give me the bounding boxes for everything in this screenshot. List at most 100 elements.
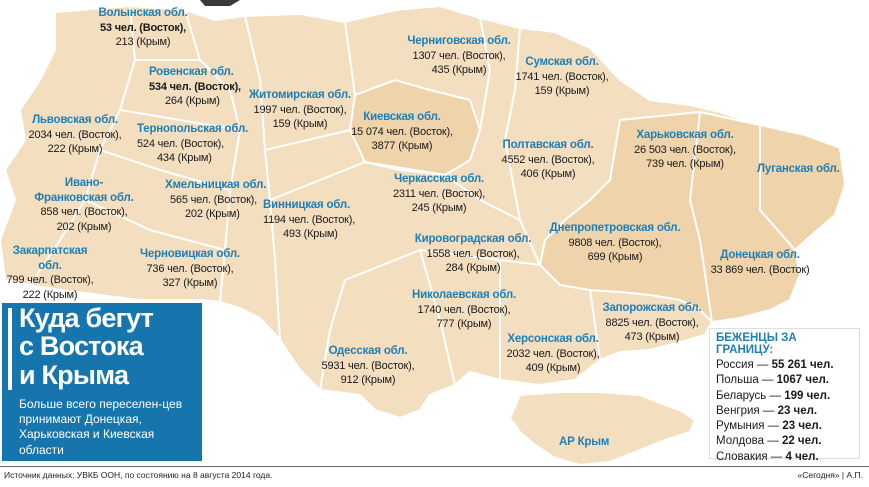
region-east-count: 1741 чел. (Восток), bbox=[515, 70, 609, 83]
region-east-count: 4552 чел. (Восток), bbox=[501, 153, 595, 166]
region-rivne: Ровенская обл. 534 чел. (Восток), 264 (К… bbox=[149, 65, 259, 108]
refugees-title: БЕЖЕНЦЫ ЗА ГРАНИЦУ: bbox=[716, 332, 797, 356]
region-chernivtsi: Черновицкая обл. 736 чел. (Восток), 327 … bbox=[135, 247, 245, 290]
region-name: Полтавская обл. bbox=[502, 139, 594, 151]
country: Беларусь — bbox=[716, 389, 785, 402]
title-accent-bar bbox=[8, 308, 12, 390]
region-name: Ивано- Франковская обл. bbox=[34, 177, 134, 204]
region-ternopil: Тернопольская обл. 524 чел. (Восток), 43… bbox=[137, 122, 257, 165]
region-east-count: 8825 чел. (Восток), bbox=[605, 316, 699, 329]
region-crimea-count: 213 (Крым) bbox=[115, 35, 171, 48]
top-edge-mark bbox=[200, 0, 240, 6]
region-crimea-count: 473 (Крым) bbox=[624, 330, 680, 343]
region-name: Хмельницкая обл. bbox=[165, 179, 267, 191]
region-dnipropetrovsk: Днепропетровская обл. 9808 чел. (Восток)… bbox=[545, 221, 685, 264]
region-crimea: АР Крым bbox=[559, 435, 639, 450]
region-kherson: Херсонская обл. 2032 чел. (Восток), 409 … bbox=[497, 332, 609, 375]
region-crimea-count: 435 (Крым) bbox=[431, 63, 487, 76]
region-zaporizhzhia: Запорожская обл. 8825 чел. (Восток), 473… bbox=[596, 301, 708, 344]
region-crimea-count: 284 (Крым) bbox=[445, 261, 501, 274]
region-name: Херсонская обл. bbox=[507, 333, 599, 345]
region-name: Волынская обл. bbox=[98, 7, 188, 19]
region-sumy: Сумская обл. 1741 чел. (Восток), 159 (Кр… bbox=[512, 55, 612, 98]
region-chernihiv: Черниговская обл. 1307 чел. (Восток), 43… bbox=[404, 34, 514, 77]
region-name: Одесская обл. bbox=[328, 345, 408, 357]
region-east-count: 1997 чел. (Восток), bbox=[253, 103, 347, 116]
credit-note: «Сегодня» | А.П. bbox=[797, 470, 863, 480]
source-note: Источник данных: УВКБ ООН, по состоянию … bbox=[4, 470, 273, 480]
region-donetsk: Донецкая обл. 33 869 чел. (Восток) bbox=[700, 248, 820, 277]
region-name: Николаевская обл. bbox=[412, 289, 516, 301]
count: 199 чел. bbox=[784, 389, 831, 402]
region-crimea-count: 699 (Крым) bbox=[587, 250, 643, 263]
region-crimea-count: 222 (Крым) bbox=[47, 142, 103, 155]
region-crimea-count: 327 (Крым) bbox=[162, 276, 218, 289]
headline: Куда бегут с Востока и Крыма bbox=[19, 303, 154, 390]
footer-divider bbox=[0, 466, 869, 467]
region-name: Кировоградская обл. bbox=[414, 233, 532, 245]
region-lviv: Львовская обл. 2034 чел. (Восток), 222 (… bbox=[20, 113, 130, 156]
region-kirovohrad: Кировоградская обл. 1558 чел. (Восток), … bbox=[408, 232, 538, 275]
region-volyn: Волынская обл. 53 чел. (Восток), 213 (Кр… bbox=[88, 6, 198, 49]
region-east-count: 1194 чел. (Восток), bbox=[263, 213, 356, 226]
region-crimea-count: 434 (Крым) bbox=[157, 151, 212, 164]
region-east-count: 2032 чел. (Восток), bbox=[506, 347, 600, 360]
region-name: Львовская обл. bbox=[32, 114, 118, 126]
region-name: Луганская обл. bbox=[757, 163, 840, 175]
region-name: Черновицкая обл. bbox=[140, 248, 240, 260]
region-east-count: 1558 чел. (Восток), bbox=[426, 247, 520, 260]
region-ivano-frankivsk: Ивано- Франковская обл. 858 чел. (Восток… bbox=[28, 176, 140, 234]
region-east-count: 26 503 чел. (Восток), bbox=[634, 143, 736, 156]
region-name: Винницкая обл. bbox=[263, 199, 351, 211]
region-name: Запорожская обл. bbox=[602, 302, 702, 314]
region-crimea-count: 222 (Крым) bbox=[22, 288, 78, 301]
region-crimea-count: 409 (Крым) bbox=[525, 361, 581, 374]
country: Словакия — bbox=[716, 450, 786, 463]
count: 23 чел. bbox=[777, 404, 818, 417]
refugee-row: Беларусь — 199 чел. bbox=[716, 389, 853, 404]
region-crimea-count: 493 (Крым) bbox=[283, 227, 338, 240]
region-crimea-count: 264 (Крым) bbox=[165, 94, 220, 107]
country: Румыния — bbox=[716, 420, 783, 433]
refugee-row: Словакия — 4 чел. bbox=[716, 450, 853, 465]
region-crimea-count: 3877 (Крым) bbox=[371, 139, 433, 152]
region-east-count: 565 чел. (Восток), bbox=[170, 193, 258, 206]
region-poltava: Полтавская обл. 4552 чел. (Восток), 406 … bbox=[493, 138, 603, 181]
region-east-count: 1740 чел. (Восток), bbox=[417, 303, 511, 316]
count: 23 чел. bbox=[782, 420, 822, 433]
country: Венгрия — bbox=[716, 404, 778, 417]
region-name: АР Крым bbox=[559, 436, 610, 448]
region-name: Донецкая обл. bbox=[720, 249, 800, 261]
region-odesa: Одесская обл. 5931 чел. (Восток), 912 (К… bbox=[312, 344, 424, 387]
country: Молдова — bbox=[716, 435, 782, 448]
region-luhansk: Луганская обл. bbox=[757, 162, 857, 177]
region-east-count: 9808 чел. (Восток), bbox=[568, 236, 662, 249]
region-east-count: 799 чел. (Восток), bbox=[6, 274, 94, 287]
region-zakarpattia: Закарпатская обл. 799 чел. (Восток), 222… bbox=[0, 244, 100, 302]
region-kharkiv: Харьковская обл. 26 503 чел. (Восток), 7… bbox=[624, 128, 746, 171]
region-crimea-count: 159 (Крым) bbox=[272, 117, 328, 130]
region-name: Тернопольская обл. bbox=[137, 123, 249, 135]
region-crimea-count: 245 (Крым) bbox=[411, 201, 467, 214]
refugee-row: Венгрия — 23 чел. bbox=[716, 404, 853, 419]
subtitle: Больше всего переселен-цев принимают Дон… bbox=[19, 397, 183, 457]
crimea-shape bbox=[508, 391, 697, 467]
mainland-shape bbox=[0, 4, 847, 420]
region-zhytomyr: Житомирская обл. 1997 чел. (Восток), 159… bbox=[245, 88, 355, 131]
region-crimea-count: 406 (Крым) bbox=[520, 167, 576, 180]
region-east-count: 33 869 чел. (Восток) bbox=[710, 263, 810, 276]
region-crimea-count: 202 (Крым) bbox=[56, 220, 112, 233]
country: Польша — bbox=[716, 374, 777, 387]
region-name: Харьковская обл. bbox=[636, 129, 734, 141]
region-east-count: 1307 чел. (Восток), bbox=[412, 49, 506, 62]
region-crimea-count: 159 (Крым) bbox=[534, 84, 590, 97]
region-name: Сумская обл. bbox=[525, 56, 599, 68]
kyiv-region-shape bbox=[348, 78, 482, 177]
title-box: Куда бегут с Востока и Крыма Больше всег… bbox=[2, 303, 202, 461]
refugees-abroad-box: БЕЖЕНЦЫ ЗА ГРАНИЦУ: Россия — 55 261 чел.… bbox=[709, 328, 860, 463]
region-crimea-count: 777 (Крым) bbox=[436, 317, 492, 330]
count: 55 261 чел. bbox=[771, 359, 834, 371]
region-borders bbox=[29, 5, 796, 391]
region-east-count: 534 чел. (Восток), bbox=[149, 80, 241, 93]
